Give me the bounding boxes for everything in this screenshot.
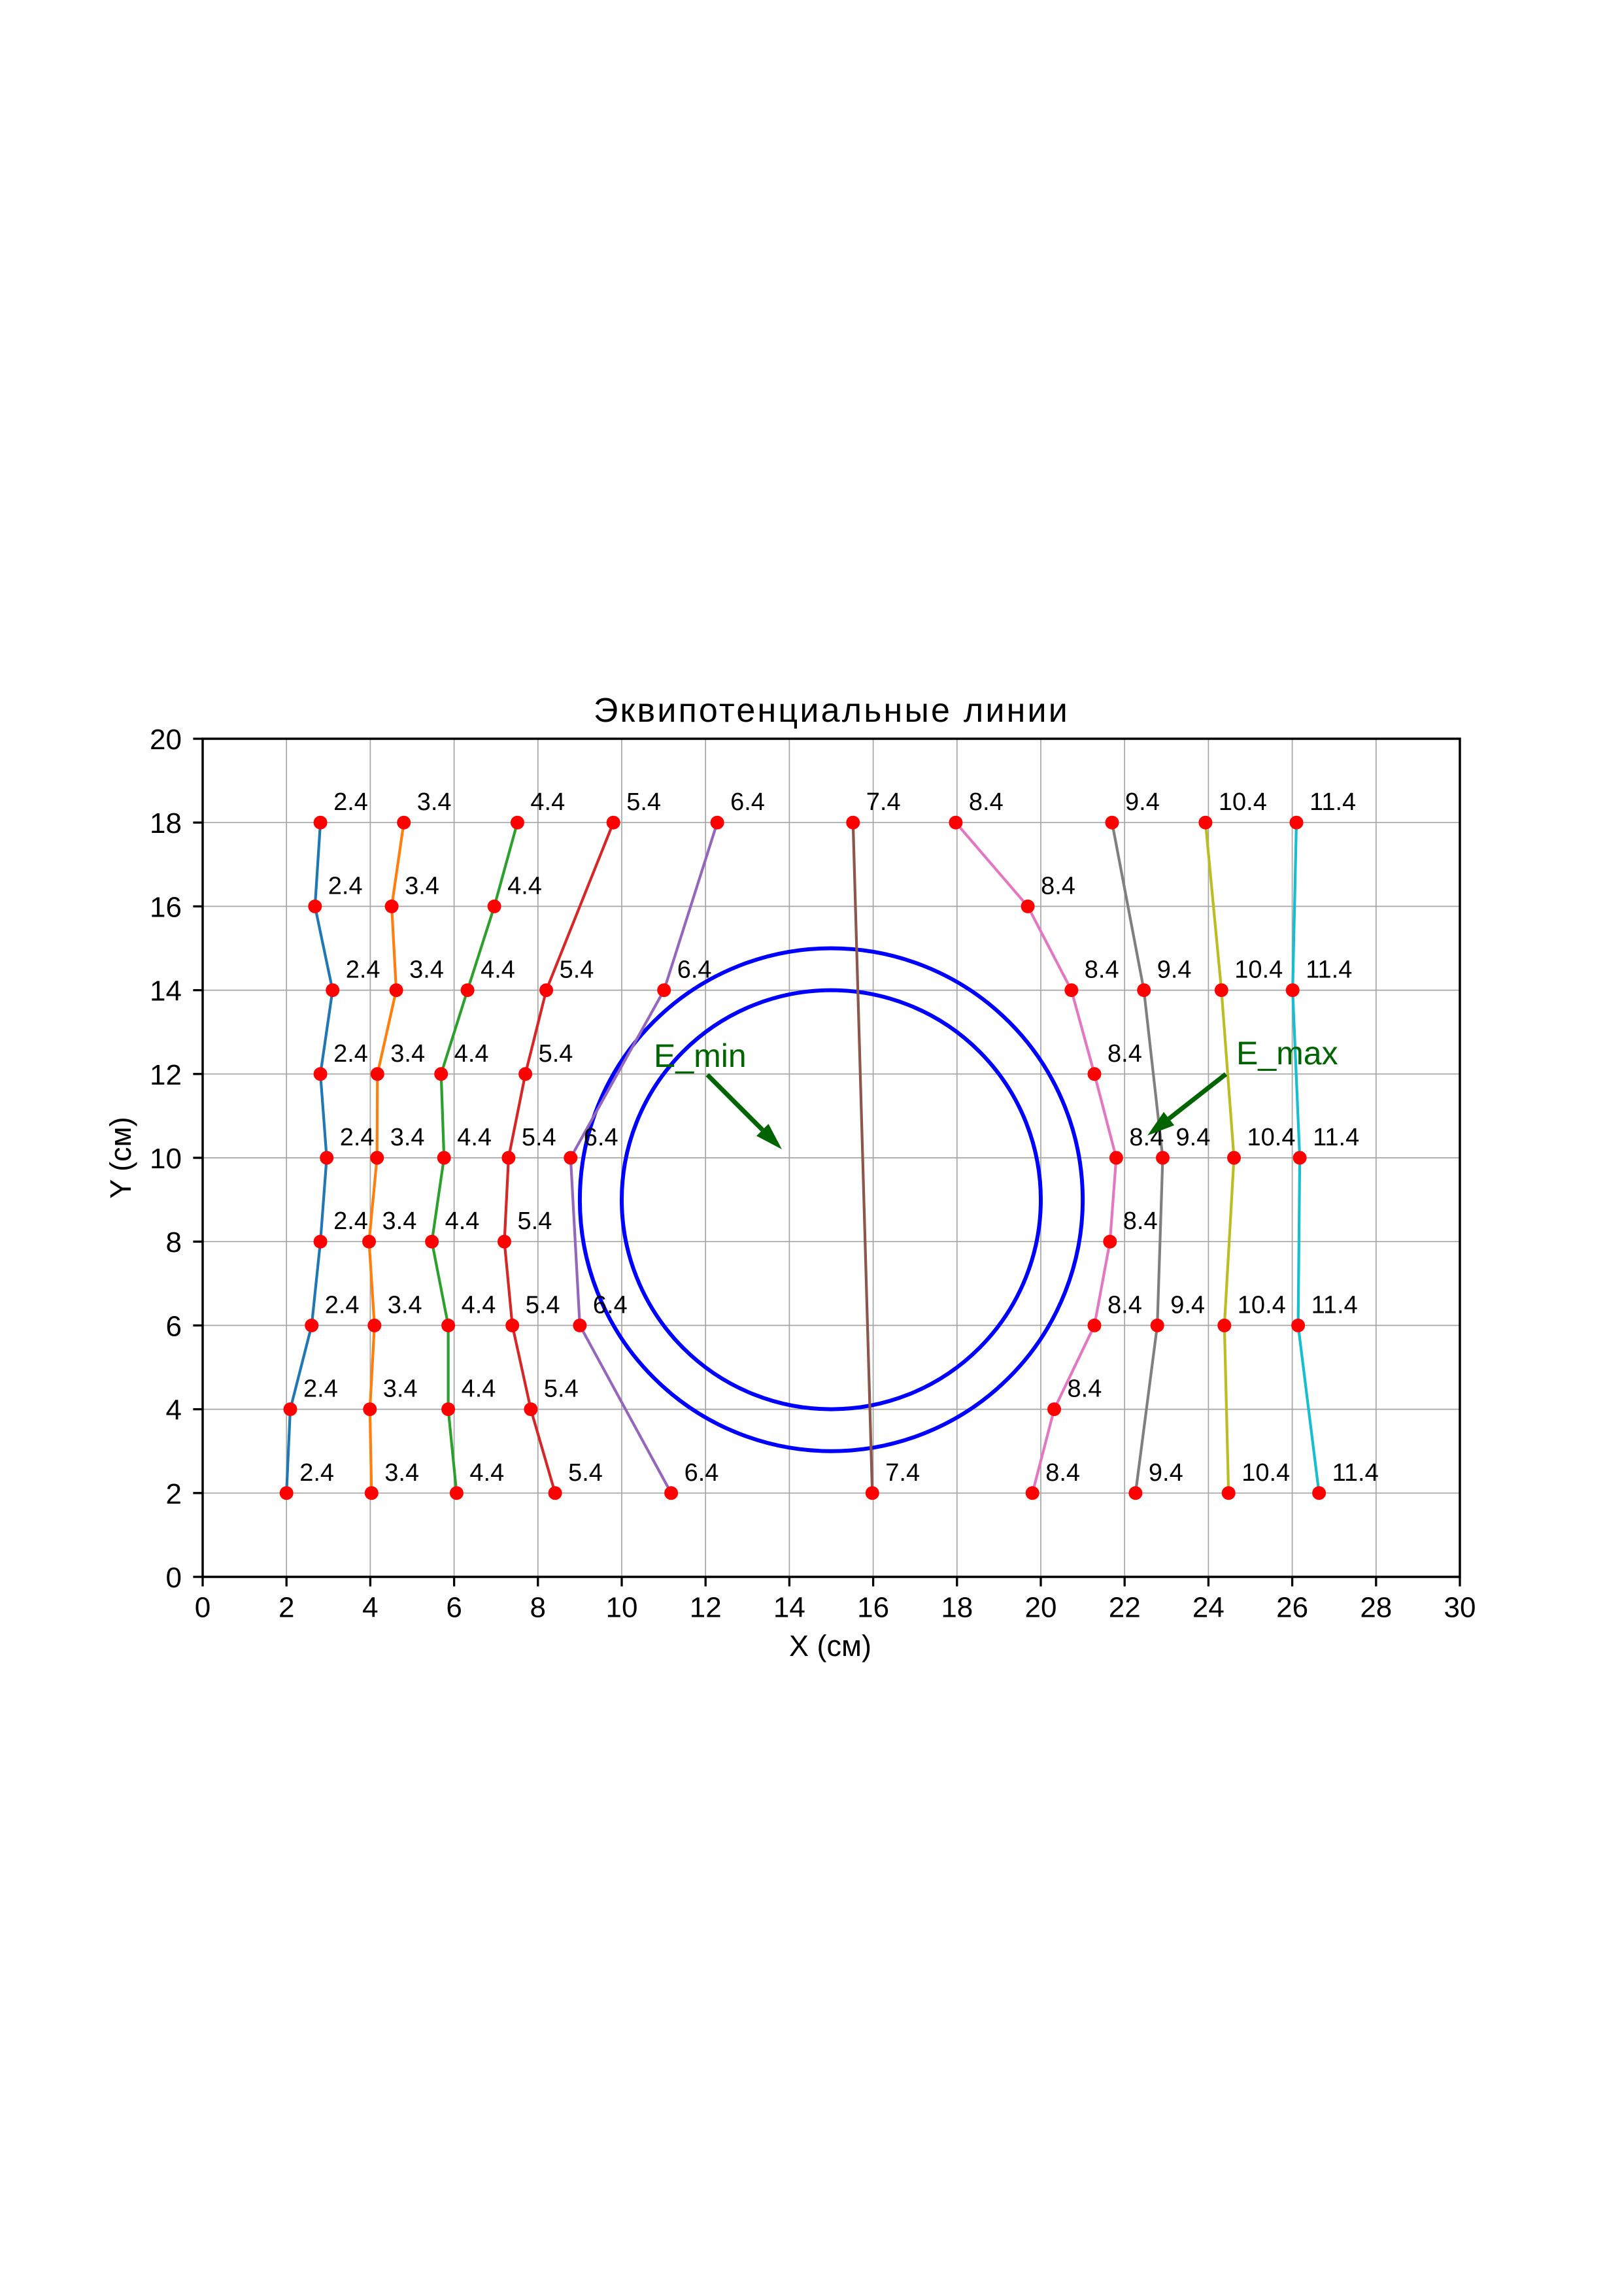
svg-text:9.4: 9.4 <box>1125 788 1160 816</box>
svg-text:8.4: 8.4 <box>1123 1207 1158 1235</box>
svg-text:2.4: 2.4 <box>340 1124 375 1151</box>
svg-text:6: 6 <box>166 1310 182 1342</box>
svg-text:X (см): X (см) <box>789 1629 871 1663</box>
svg-text:14: 14 <box>773 1592 805 1624</box>
svg-text:26: 26 <box>1276 1592 1308 1624</box>
svg-text:10: 10 <box>150 1143 182 1175</box>
svg-text:10.4: 10.4 <box>1242 1459 1290 1487</box>
svg-text:3.4: 3.4 <box>417 788 452 816</box>
svg-text:2.4: 2.4 <box>333 1207 368 1235</box>
svg-text:Эквипотенциальные линии: Эквипотенциальные линии <box>594 692 1070 730</box>
svg-text:11.4: 11.4 <box>1306 956 1352 984</box>
svg-text:10.4: 10.4 <box>1234 956 1283 984</box>
svg-text:8: 8 <box>166 1226 182 1258</box>
svg-text:24: 24 <box>1192 1592 1225 1624</box>
svg-text:6: 6 <box>446 1592 462 1624</box>
svg-text:2.4: 2.4 <box>333 1040 368 1068</box>
svg-text:16: 16 <box>857 1592 889 1624</box>
svg-text:2.4: 2.4 <box>299 1459 334 1487</box>
svg-text:8.4: 8.4 <box>1045 1459 1080 1487</box>
svg-text:5.4: 5.4 <box>626 788 661 816</box>
svg-text:10: 10 <box>606 1592 638 1624</box>
svg-text:9.4: 9.4 <box>1176 1124 1211 1151</box>
svg-text:3.4: 3.4 <box>390 1124 425 1151</box>
svg-text:0: 0 <box>166 1562 182 1594</box>
svg-text:5.4: 5.4 <box>518 1207 552 1235</box>
svg-text:0: 0 <box>195 1592 211 1624</box>
svg-text:4.4: 4.4 <box>462 1291 496 1319</box>
svg-text:11.4: 11.4 <box>1311 1291 1358 1319</box>
svg-text:3.4: 3.4 <box>388 1291 422 1319</box>
svg-text:6.4: 6.4 <box>684 1459 719 1487</box>
svg-text:12: 12 <box>690 1592 722 1624</box>
svg-text:8.4: 8.4 <box>1107 1291 1142 1319</box>
svg-text:14: 14 <box>150 975 182 1007</box>
svg-text:10.4: 10.4 <box>1247 1124 1296 1151</box>
svg-text:4: 4 <box>166 1394 182 1427</box>
svg-text:3.4: 3.4 <box>384 1459 419 1487</box>
svg-text:4.4: 4.4 <box>454 1040 489 1068</box>
svg-text:7.4: 7.4 <box>866 788 901 816</box>
svg-text:20: 20 <box>1025 1592 1057 1624</box>
svg-text:8.4: 8.4 <box>969 788 1004 816</box>
svg-text:10.4: 10.4 <box>1219 788 1267 816</box>
svg-text:5.4: 5.4 <box>560 956 594 984</box>
svg-text:4.4: 4.4 <box>445 1207 480 1235</box>
svg-text:4.4: 4.4 <box>530 788 565 816</box>
svg-text:8.4: 8.4 <box>1085 956 1119 984</box>
svg-text:9.4: 9.4 <box>1149 1459 1183 1487</box>
svg-text:E_min: E_min <box>654 1038 747 1074</box>
svg-text:18: 18 <box>941 1592 973 1624</box>
svg-text:8.4: 8.4 <box>1041 872 1075 900</box>
svg-text:22: 22 <box>1109 1592 1141 1624</box>
svg-text:8.4: 8.4 <box>1107 1040 1142 1068</box>
svg-text:3.4: 3.4 <box>390 1040 425 1068</box>
svg-text:8.4: 8.4 <box>1068 1376 1102 1403</box>
svg-text:6.4: 6.4 <box>593 1291 628 1319</box>
svg-text:2.4: 2.4 <box>325 1291 360 1319</box>
svg-text:2.4: 2.4 <box>303 1376 338 1403</box>
svg-text:3.4: 3.4 <box>409 956 444 984</box>
svg-text:6.4: 6.4 <box>677 956 712 984</box>
svg-text:4.4: 4.4 <box>462 1376 496 1403</box>
svg-text:4.4: 4.4 <box>481 956 515 984</box>
svg-text:2.4: 2.4 <box>328 872 363 900</box>
svg-text:4.4: 4.4 <box>469 1459 504 1487</box>
svg-text:3.4: 3.4 <box>405 872 439 900</box>
svg-text:E_max: E_max <box>1236 1035 1338 1072</box>
svg-text:2.4: 2.4 <box>333 788 368 816</box>
svg-text:5.4: 5.4 <box>526 1291 560 1319</box>
svg-text:5.4: 5.4 <box>544 1376 579 1403</box>
svg-text:7.4: 7.4 <box>885 1459 920 1487</box>
svg-text:10.4: 10.4 <box>1238 1291 1286 1319</box>
svg-text:16: 16 <box>150 891 182 923</box>
svg-text:2: 2 <box>166 1478 182 1510</box>
svg-text:Y (см): Y (см) <box>104 1117 137 1198</box>
svg-text:4.4: 4.4 <box>457 1124 492 1151</box>
svg-text:4.4: 4.4 <box>507 872 542 900</box>
svg-text:5.4: 5.4 <box>568 1459 603 1487</box>
svg-text:11.4: 11.4 <box>1313 1124 1359 1151</box>
svg-text:2.4: 2.4 <box>346 956 380 984</box>
svg-text:18: 18 <box>150 807 182 839</box>
svg-text:12: 12 <box>150 1059 182 1091</box>
svg-text:5.4: 5.4 <box>522 1124 556 1151</box>
svg-text:11.4: 11.4 <box>1309 788 1356 816</box>
svg-text:6.4: 6.4 <box>730 788 765 816</box>
svg-text:11.4: 11.4 <box>1332 1459 1379 1487</box>
svg-text:2: 2 <box>279 1592 294 1624</box>
svg-text:30: 30 <box>1444 1592 1476 1624</box>
svg-text:20: 20 <box>150 724 182 756</box>
svg-text:9.4: 9.4 <box>1157 956 1192 984</box>
svg-text:6.4: 6.4 <box>584 1124 618 1151</box>
svg-text:3.4: 3.4 <box>382 1207 417 1235</box>
svg-text:4: 4 <box>362 1592 378 1624</box>
svg-text:28: 28 <box>1360 1592 1392 1624</box>
svg-text:3.4: 3.4 <box>383 1376 418 1403</box>
svg-text:8: 8 <box>530 1592 546 1624</box>
svg-text:5.4: 5.4 <box>539 1040 573 1068</box>
svg-text:9.4: 9.4 <box>1170 1291 1205 1319</box>
